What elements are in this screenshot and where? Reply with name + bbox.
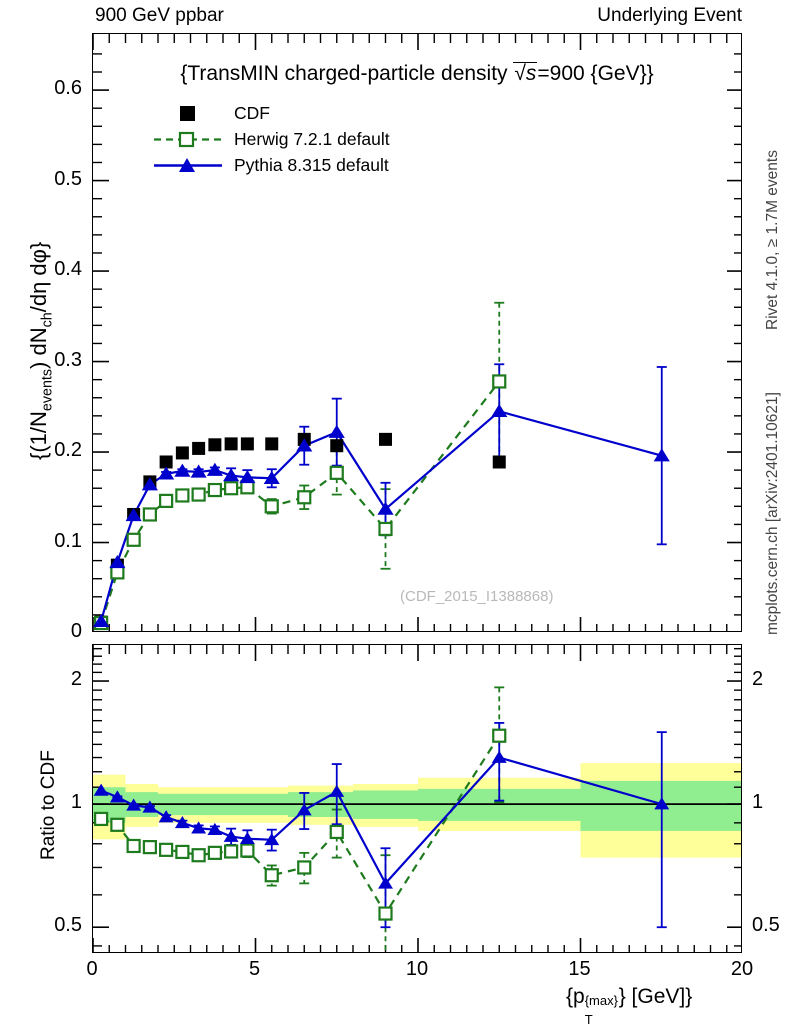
ratio-ytick-label: 0.5 bbox=[752, 914, 780, 937]
xtick-label: 15 bbox=[568, 958, 591, 980]
title-post: =900 {GeV}} bbox=[537, 62, 654, 85]
legend-symbol-herwig-svg bbox=[154, 131, 222, 148]
legend: CDF Herwig 7.2.1 default Pythia 8.315 de… bbox=[152, 100, 390, 178]
main-ytick-label: 0.2 bbox=[54, 439, 82, 462]
x-axis-title-p: {p bbox=[566, 985, 585, 1008]
header-left-label: 900 GeV ppbar bbox=[95, 5, 224, 26]
main-ytick-label: 0.6 bbox=[54, 77, 82, 100]
ratio-plot-svg bbox=[93, 645, 741, 952]
xtick-label: 20 bbox=[730, 958, 754, 980]
main-ytick-label: 0.5 bbox=[54, 167, 82, 190]
xtick-label: 10 bbox=[405, 958, 429, 980]
legend-label-cdf: CDF bbox=[234, 102, 270, 123]
x-axis-title-tail: } [GeV]} bbox=[618, 985, 693, 1008]
main-plot-panel bbox=[92, 33, 742, 632]
main-ytick-label: 0.3 bbox=[54, 348, 82, 371]
sidebar-mcplots-label: mcplots.cern.ch [arXiv:2401.10621] bbox=[764, 392, 781, 635]
ratio-ytick-label: 2 bbox=[752, 668, 764, 691]
ratio-plot-panel bbox=[92, 644, 742, 953]
ratio-ytick-label: 1 bbox=[70, 791, 82, 814]
legend-symbol-herwig bbox=[152, 128, 224, 150]
dataset-watermark: (CDF_2015_I1388868) bbox=[400, 588, 554, 605]
sqrt-s-letter: s bbox=[525, 62, 537, 85]
ratio-plot-area bbox=[93, 645, 741, 952]
y-axis-title-sub-ch: ch bbox=[39, 312, 56, 328]
main-ytick-label: 0.4 bbox=[54, 258, 82, 281]
main-plot-area bbox=[93, 34, 741, 631]
header-right-label: Underlying Event bbox=[597, 5, 742, 26]
ratio-ytick-label: 0.5 bbox=[54, 914, 82, 937]
main-plot-svg bbox=[93, 34, 741, 631]
legend-symbol-cdf bbox=[152, 102, 224, 124]
x-axis-title-sup: {max} bbox=[584, 993, 618, 1009]
x-axis-title: {p {max} T } [GeV]} bbox=[566, 985, 693, 1027]
x-axis-title-sub: T bbox=[584, 1012, 593, 1027]
legend-symbol-pythia-svg bbox=[154, 158, 222, 172]
y-axis-title-sub-events: events bbox=[39, 368, 56, 412]
legend-entry-pythia: Pythia 8.315 default bbox=[152, 152, 390, 178]
xtick-label: 0 bbox=[86, 958, 98, 980]
main-plot-title: {TransMIN charged-particle density √s=90… bbox=[92, 62, 742, 86]
sqrt-s-overline: √s bbox=[513, 62, 538, 85]
ratio-ytick-label: 1 bbox=[752, 791, 764, 814]
legend-symbol-cdf-svg bbox=[180, 106, 195, 121]
legend-entry-herwig: Herwig 7.2.1 default bbox=[152, 126, 390, 152]
legend-entry-cdf: CDF bbox=[152, 100, 390, 126]
legend-label-pythia: Pythia 8.315 default bbox=[234, 154, 389, 175]
legend-label-herwig: Herwig 7.2.1 default bbox=[234, 128, 390, 149]
title-pre: {TransMIN charged-particle density bbox=[180, 62, 514, 85]
ratio-ytick-label: 2 bbox=[70, 668, 82, 691]
main-ytick-label: 0.1 bbox=[54, 529, 82, 552]
legend-symbol-pythia bbox=[152, 154, 224, 176]
xtick-label: 5 bbox=[248, 958, 261, 980]
main-ytick-label: 0 bbox=[70, 620, 82, 642]
sidebar-rivet-label: Rivet 4.1.0, ≥ 1.7M events bbox=[764, 150, 781, 330]
